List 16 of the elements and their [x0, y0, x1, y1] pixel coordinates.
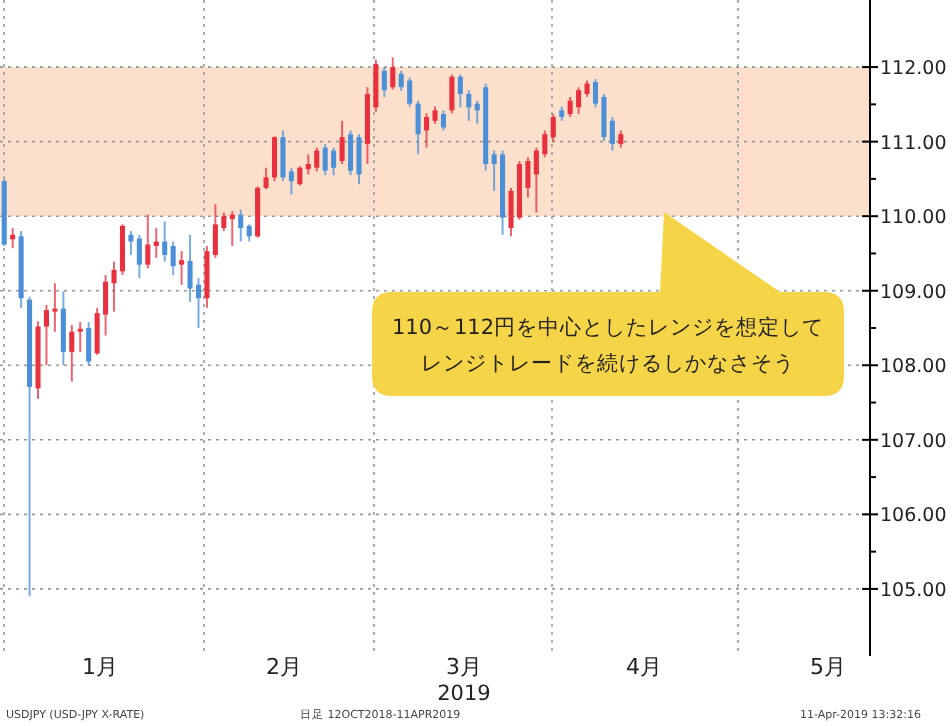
- y-tick-label: 107.00: [880, 430, 947, 453]
- y-tick-label: 105.00: [880, 579, 947, 602]
- annotation: 110～112円を中心としたレンジを想定して: [391, 314, 825, 340]
- y-tick-label: 110.00: [880, 207, 947, 230]
- y-tick-label: 111.00: [880, 132, 947, 155]
- annotation: 2月: [266, 654, 302, 680]
- y-tick-label: 108.00: [880, 356, 947, 379]
- annotation: 4月: [626, 654, 662, 680]
- x-axis-title: 2019: [437, 682, 491, 706]
- y-tick-label: 112.00: [880, 58, 947, 81]
- annotation: 1月: [82, 654, 118, 680]
- y-tick-label: 106.00: [880, 505, 947, 528]
- annotation: レンジトレードを続けるしかなさそう: [421, 352, 795, 376]
- annotation: 5月: [810, 654, 846, 680]
- y-tick-label: 109.00: [880, 281, 947, 304]
- annotation: 3月: [446, 654, 482, 680]
